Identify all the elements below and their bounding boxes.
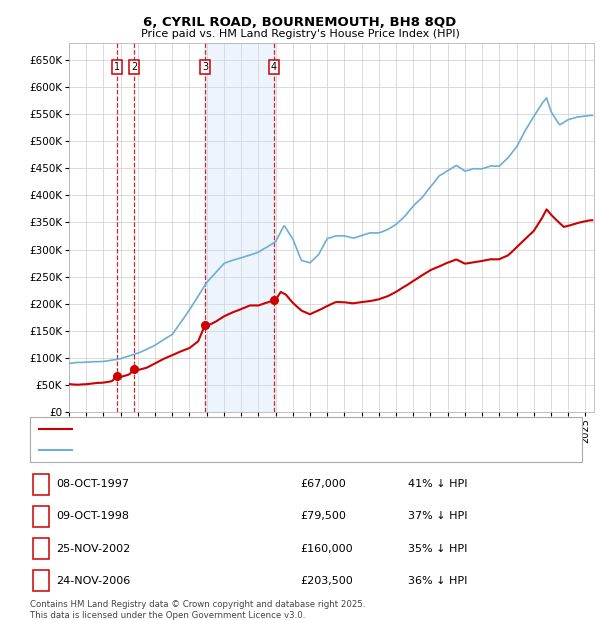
- Text: 41% ↓ HPI: 41% ↓ HPI: [408, 479, 467, 489]
- Text: 3: 3: [37, 544, 44, 554]
- Text: 3: 3: [202, 63, 208, 73]
- Text: £160,000: £160,000: [300, 544, 353, 554]
- Text: 37% ↓ HPI: 37% ↓ HPI: [408, 512, 467, 521]
- Bar: [205, 43, 274, 412]
- Text: 2: 2: [131, 63, 137, 73]
- Text: 2: 2: [37, 512, 44, 521]
- Text: 1: 1: [113, 63, 120, 73]
- Text: 35% ↓ HPI: 35% ↓ HPI: [408, 544, 467, 554]
- Text: £203,500: £203,500: [300, 576, 353, 586]
- Text: 6, CYRIL ROAD, BOURNEMOUTH, BH8 8QD: 6, CYRIL ROAD, BOURNEMOUTH, BH8 8QD: [143, 16, 457, 29]
- Text: 4: 4: [37, 576, 44, 586]
- Text: Contains HM Land Registry data © Crown copyright and database right 2025.
This d: Contains HM Land Registry data © Crown c…: [30, 600, 365, 619]
- Text: Price paid vs. HM Land Registry's House Price Index (HPI): Price paid vs. HM Land Registry's House …: [140, 29, 460, 39]
- Text: 24-NOV-2006: 24-NOV-2006: [56, 576, 130, 586]
- Text: 4: 4: [271, 63, 277, 73]
- Text: 25-NOV-2002: 25-NOV-2002: [56, 544, 130, 554]
- Text: 1: 1: [37, 479, 44, 489]
- Text: 09-OCT-1998: 09-OCT-1998: [56, 512, 129, 521]
- Text: HPI: Average price, detached house, Bournemouth Christchurch and Poole: HPI: Average price, detached house, Bour…: [77, 445, 448, 454]
- Text: 36% ↓ HPI: 36% ↓ HPI: [408, 576, 467, 586]
- Text: 08-OCT-1997: 08-OCT-1997: [56, 479, 129, 489]
- Text: £67,000: £67,000: [300, 479, 346, 489]
- Text: £79,500: £79,500: [300, 512, 346, 521]
- Text: 6, CYRIL ROAD, BOURNEMOUTH, BH8 8QD (detached house): 6, CYRIL ROAD, BOURNEMOUTH, BH8 8QD (det…: [77, 424, 379, 434]
